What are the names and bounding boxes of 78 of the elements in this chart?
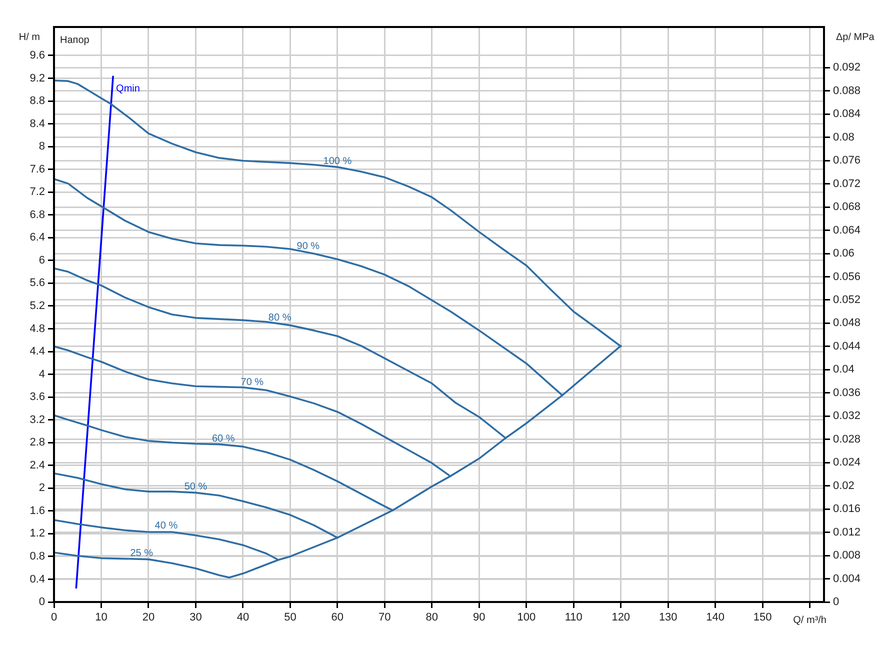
y2-tick-label: 0.028: [833, 433, 861, 446]
y-tick-label: 6: [38, 254, 45, 266]
y2-tick-label: 0.032: [833, 410, 861, 422]
y2-tick-label: 0.04: [833, 364, 854, 376]
y-tick-label: 5.2: [30, 300, 45, 312]
x-tick-label: 100: [517, 612, 536, 624]
series-label: 80 %: [268, 312, 292, 324]
x-tick-label: 140: [706, 612, 725, 624]
x-tick-label: 10: [95, 612, 108, 624]
x-tick-label: 90: [473, 612, 486, 624]
y-tick-label: 6.8: [30, 208, 45, 221]
y2-tick-label: 0.024: [833, 456, 861, 469]
series-label: 25 %: [130, 548, 154, 559]
x-tick-label: 110: [564, 612, 582, 624]
y-tick-label: 7.2: [30, 186, 45, 198]
y-tick-label: 8: [38, 140, 45, 153]
y2-tick-label: 0.016: [833, 503, 861, 516]
y-tick-label: 0.8: [30, 550, 45, 562]
y2-tick-label: 0.056: [833, 270, 861, 283]
y-tick-label: 9.2: [30, 72, 45, 84]
y2-tick-label: 0.048: [833, 317, 861, 330]
series-label: 40 %: [154, 520, 178, 532]
y-tick-label: 7.6: [30, 163, 45, 176]
y2-tick-label: 0: [833, 596, 840, 608]
series-label: 50 %: [184, 481, 208, 492]
y2-axis-title: Δp/ MPa: [836, 32, 875, 43]
y-axis-title: H/ m: [18, 32, 40, 43]
y-tick-label: 9.6: [30, 49, 45, 62]
x-axis-title: Q/ m³/h: [793, 614, 826, 626]
y2-tick-label: 0.004: [833, 572, 861, 585]
y-tick-label: 4.8: [30, 322, 45, 335]
y2-tick-label: 0.064: [833, 224, 861, 236]
series-label: Qmin: [116, 83, 140, 94]
y2-tick-label: 0.084: [833, 108, 861, 120]
x-tick-label: 30: [190, 612, 202, 624]
x-tick-label: 40: [236, 612, 250, 624]
x-tick-label: 20: [142, 612, 155, 624]
x-tick-label: 0: [50, 612, 58, 624]
x-tick-label: 120: [612, 612, 630, 624]
y-tick-label: 8.4: [30, 118, 45, 130]
x-tick-label: 70: [378, 612, 391, 624]
y2-tick-label: 0.02: [833, 480, 854, 492]
y-tick-label: 4: [38, 368, 45, 380]
y-tick-label: 1.2: [30, 528, 45, 540]
y2-tick-label: 0.012: [833, 526, 861, 538]
y2-tick-label: 0.092: [833, 62, 861, 74]
y-tick-label: 4.4: [30, 346, 45, 358]
y2-tick-label: 0.008: [833, 550, 861, 562]
y-tick-label: 6.4: [30, 232, 45, 244]
y2-tick-label: 0.088: [833, 84, 861, 97]
x-tick-label: 130: [658, 612, 678, 624]
y2-tick-label: 0.036: [833, 386, 861, 399]
y-tick-label: 2.4: [30, 459, 45, 472]
y2-tick-label: 0.044: [833, 340, 861, 352]
y-tick-label: 5.6: [30, 277, 45, 290]
y2-tick-label: 0.052: [833, 294, 861, 306]
y-tick-label: 3.2: [30, 414, 45, 426]
y-tick-label: 1.6: [30, 504, 45, 517]
y-tick-label: 3.6: [30, 391, 45, 404]
y-tick-label: 0.4: [30, 573, 45, 586]
annotation: Напор: [60, 34, 90, 46]
x-tick-label: 150: [753, 612, 772, 624]
series-label: 70 %: [240, 377, 264, 388]
series-label: 100 %: [323, 156, 352, 167]
y2-tick-label: 0.072: [833, 178, 861, 190]
x-tick-label: 80: [426, 612, 438, 624]
series-label: 90 %: [296, 241, 320, 252]
x-tick-label: 60: [331, 612, 344, 624]
y-tick-label: 8.8: [30, 95, 45, 108]
y2-tick-label: 0.06: [833, 248, 854, 260]
y-tick-label: 0: [38, 596, 45, 608]
y-tick-label: 2: [38, 482, 45, 494]
series-label: 60 %: [212, 433, 235, 444]
y2-tick-label: 0.076: [833, 154, 861, 167]
y2-tick-label: 0.068: [833, 201, 861, 214]
y-tick-label: 2.8: [30, 436, 45, 449]
x-tick-label: 50: [284, 612, 296, 624]
y2-tick-label: 0.08: [833, 131, 854, 144]
